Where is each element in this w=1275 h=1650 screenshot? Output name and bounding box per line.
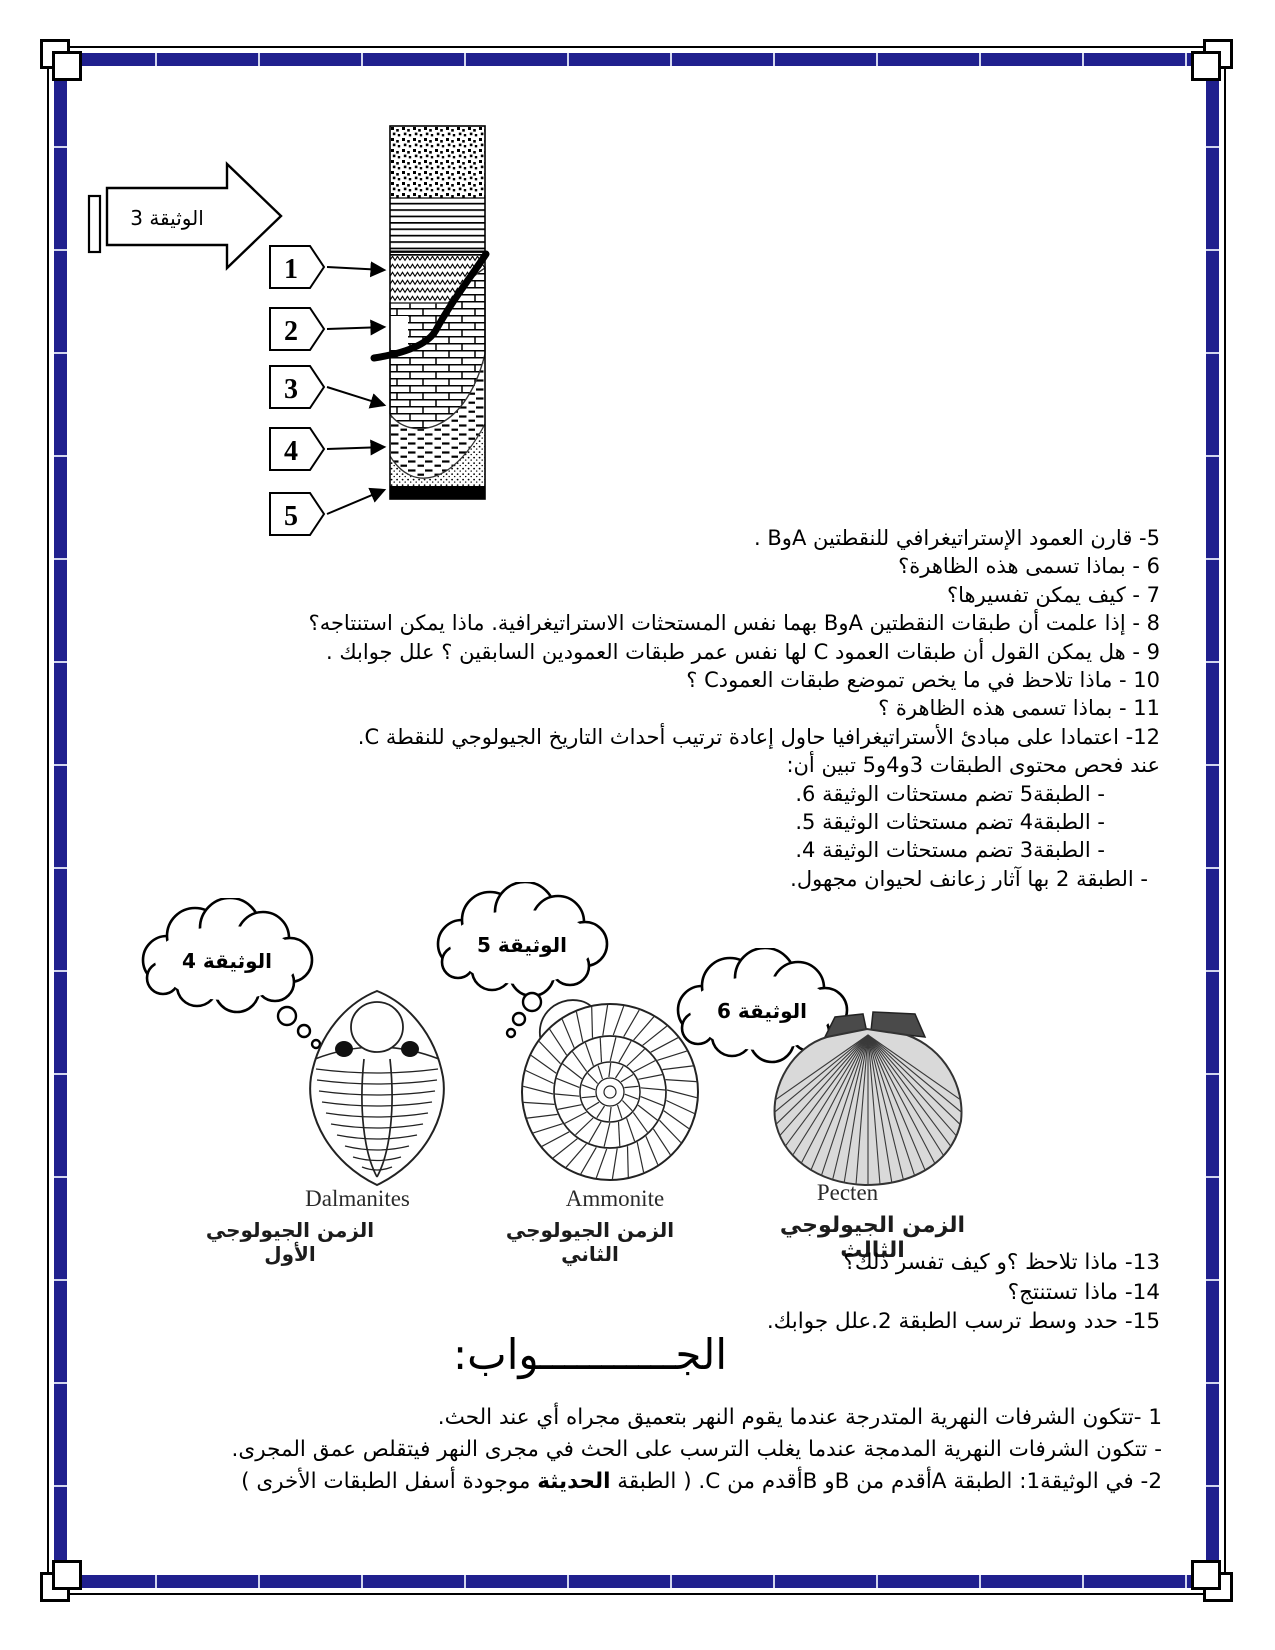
- answers-heading: الجـــــــــــواب:: [453, 1330, 727, 1379]
- fossil-name-pecten: Pecten: [816, 1180, 879, 1205]
- callout-arrows: [326, 261, 387, 515]
- ammonite-illustration: [521, 999, 699, 1181]
- frame-outer-line: [47, 46, 1226, 1595]
- thought-cloud-doc5: الوثيقة 5: [436, 882, 609, 1039]
- frame-corner-ornament: [52, 1560, 82, 1590]
- callout-4-label: 4: [284, 436, 298, 467]
- question-line: عند فحص محتوى الطبقات 3و4و5 تبين أن:: [786, 753, 1160, 778]
- bullet-line: - الطبقة 2 بها آثار زعانف لحيوان مجهول.: [790, 866, 1148, 891]
- frame-ticks-top: [54, 53, 1219, 66]
- question-line: 11 - بماذا تسمى هذه الظاهرة ؟: [878, 696, 1160, 721]
- callout-3-label: 3: [284, 374, 298, 405]
- thought-cloud-doc4: الوثيقة 4: [141, 898, 322, 1050]
- bullet-line: - الطبقة3 تضم مستحثات الوثيقة 4.: [795, 838, 1105, 863]
- callout-1: 1: [269, 245, 326, 289]
- cloud-doc6-label: الوثيقة 6: [717, 999, 807, 1023]
- strat-column: [370, 125, 490, 500]
- frame-corner-ornament: [52, 51, 82, 81]
- frame-ticks-bottom: [54, 1575, 1219, 1588]
- callout-3: 3: [269, 365, 326, 409]
- cloud-doc5-label: الوثيقة 5: [477, 933, 567, 957]
- question-line: 6 - بماذا تسمى هذه الظاهرة؟: [898, 554, 1160, 579]
- answer-line-part: موجودة أسفل الطبقات الأخرى ): [241, 1469, 538, 1494]
- callout-5: 5: [269, 492, 326, 536]
- trilobite-illustration: [309, 989, 445, 1187]
- fossil-era-1: الزمن الجيولوجي الأول: [205, 1218, 375, 1266]
- question-line: 10 - ماذا تلاحظ في ما يخص تموضع طبقات ال…: [686, 668, 1160, 693]
- fossil-name-ammonite: Ammonite: [565, 1186, 665, 1211]
- fossil-name-dalmanites: Dalmanites: [305, 1186, 410, 1211]
- questions-13-15-block: 13- ماذا تلاحظ ؟و كيف تفسر ذلك؟ 14- ماذا…: [400, 1248, 1160, 1337]
- bullet-line: - الطبقة4 تضم مستحثات الوثيقة 5.: [795, 810, 1105, 835]
- frame-ticks-left: [54, 53, 67, 1588]
- stratigraphic-figure: الوثيقة 3 1 2 3: [87, 125, 490, 536]
- answer-line: 2- في الوثيقة1: الطبقة Aأقدم من Bو Bأقدم…: [100, 1466, 1162, 1498]
- bullet-line: - الطبقة5 تضم مستحثات الوثيقة 6.: [795, 781, 1105, 806]
- doc3-arrow: الوثيقة 3: [87, 161, 283, 271]
- question-line: 8 - إذا علمت أن طبقات النقطتين AوB بهما …: [308, 611, 1160, 636]
- callout-1-label: 1: [284, 254, 298, 285]
- question-line: 13- ماذا تلاحظ ؟و كيف تفسر ذلك؟: [843, 1250, 1160, 1275]
- fossil-era-2: الزمن الجيولوجي الثاني: [505, 1218, 675, 1266]
- question-line: 7 - كيف يمكن تفسيرها؟: [946, 582, 1160, 607]
- callout-2-label: 2: [284, 316, 298, 347]
- column-base-bar: [390, 486, 485, 499]
- fossil-era-3: الزمن الجيولوجي الثالث: [779, 1213, 966, 1263]
- callout-2: 2: [269, 307, 326, 351]
- questions-block: 5- قارن العمود الإستراتيغرافي للنقطتين A…: [110, 524, 1160, 893]
- frame-corner-ornament: [1191, 51, 1221, 81]
- question-line: 15- حدد وسط ترسب الطبقة 2.علل جوابك.: [766, 1309, 1160, 1334]
- callout-4: 4: [269, 427, 326, 471]
- answer-line: 1 -تتكون الشرفات النهرية المتدرجة عندما …: [437, 1405, 1162, 1430]
- fault-curve: [370, 250, 490, 362]
- answers-block: 1 -تتكون الشرفات النهرية المتدرجة عندما …: [100, 1402, 1162, 1498]
- answer-line-bold: الحديثة: [537, 1469, 611, 1494]
- question-line: 14- ماذا تستنتج؟: [1007, 1279, 1160, 1305]
- frame-ticks-right: [1206, 53, 1219, 1588]
- pecten-illustration: [773, 1011, 963, 1187]
- cloud-doc4-label: الوثيقة 4: [182, 949, 272, 973]
- question-line: 12- اعتمادا على مبادئ الأستراتيغرافيا حا…: [357, 724, 1160, 749]
- answer-line-part: 2- في الوثيقة1: الطبقة Aأقدم من Bو Bأقدم…: [610, 1469, 1162, 1494]
- doc3-label: الوثيقة 3: [130, 206, 204, 230]
- dotted-basin-layer: [390, 424, 485, 486]
- callout-5-label: 5: [284, 501, 298, 532]
- question-line: 9 - هل يمكن القول أن طبقات العمود C لها …: [325, 639, 1160, 664]
- frame-corner-ornament: [1191, 1560, 1221, 1590]
- question-line: 5- قارن العمود الإستراتيغرافي للنقطتين A…: [754, 526, 1160, 550]
- answer-line: - تتكون الشرفات النهرية المدمجة عندما يغ…: [231, 1437, 1162, 1462]
